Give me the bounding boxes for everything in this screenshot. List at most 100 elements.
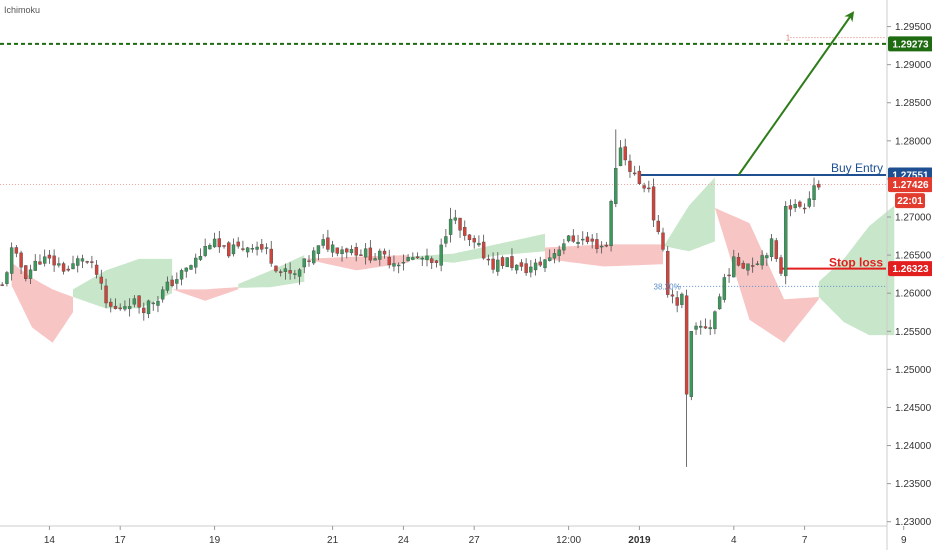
- candle: [24, 265, 28, 282]
- candle-body-down: [481, 241, 486, 259]
- candle-body-up: [784, 206, 788, 277]
- candle-body-down: [345, 248, 349, 253]
- candle: [760, 250, 764, 270]
- candle-body-up: [57, 263, 61, 266]
- candle-body-down: [52, 255, 56, 266]
- candle: [529, 260, 533, 278]
- candle-body-up: [732, 256, 736, 278]
- price-tick-label: 1.23000: [895, 517, 932, 528]
- level-lines: [0, 37, 886, 287]
- candle: [118, 303, 122, 311]
- candle: [505, 257, 509, 268]
- candle: [623, 138, 627, 166]
- candle: [656, 214, 660, 235]
- candle: [38, 254, 42, 265]
- candle-body-down: [222, 245, 226, 247]
- candle-body-up: [28, 269, 33, 279]
- price-tick-label: 1.29000: [895, 60, 932, 71]
- candle-body-up: [614, 167, 618, 204]
- candle-body-down: [430, 258, 434, 263]
- candle-body-down: [472, 238, 476, 243]
- candle: [231, 238, 236, 257]
- candle: [401, 254, 406, 271]
- cloud-segment: [304, 255, 409, 271]
- indicator-name: Ichimoku: [4, 5, 40, 15]
- candle: [269, 240, 273, 267]
- candle-body-up: [194, 257, 198, 268]
- candle-body-up: [439, 244, 443, 266]
- candle: [543, 258, 547, 273]
- fib-1-label: 1: [786, 34, 791, 43]
- candle: [477, 235, 481, 247]
- candle: [666, 246, 670, 298]
- stop-loss-price-label: 1.26323: [892, 264, 929, 275]
- candle: [5, 270, 9, 287]
- candle: [392, 255, 396, 272]
- candle-body-down: [632, 172, 637, 175]
- candle-body-down: [623, 146, 627, 161]
- time-tick-label: 17: [115, 535, 127, 546]
- candle-body-down: [24, 265, 28, 279]
- candle: [533, 258, 538, 276]
- candle: [288, 262, 292, 280]
- candle: [524, 258, 528, 276]
- candle-body-down: [798, 201, 802, 207]
- candle: [675, 291, 679, 313]
- candle: [628, 154, 632, 178]
- candle: [368, 240, 373, 264]
- price-axis[interactable]: 1.295001.290001.285001.280001.275001.270…: [886, 0, 932, 550]
- price-tick-label: 1.28000: [895, 136, 932, 147]
- candle: [66, 265, 70, 272]
- candle: [637, 165, 642, 185]
- candle: [604, 241, 609, 248]
- candle: [774, 237, 778, 262]
- candle: [184, 267, 188, 278]
- candle: [278, 269, 283, 277]
- candle: [203, 238, 207, 258]
- cloud-segment: [11, 262, 74, 343]
- candle-body-up: [71, 263, 75, 270]
- candle: [99, 269, 104, 290]
- cloud-segment: [663, 177, 715, 252]
- candle-body-down: [335, 247, 340, 254]
- candle: [599, 241, 604, 254]
- candle-body-up: [689, 330, 694, 397]
- candle: [19, 250, 23, 275]
- candle: [321, 234, 325, 249]
- candle-body-down: [774, 240, 778, 259]
- candle: [566, 235, 571, 243]
- candle-body-down: [61, 263, 66, 272]
- candle-body-up: [189, 265, 193, 270]
- candle-body-down: [647, 187, 651, 190]
- time-tick-label: 27: [469, 535, 481, 546]
- candle-body-up: [746, 263, 750, 271]
- candle-body-up: [755, 263, 760, 265]
- candle: [458, 217, 462, 238]
- candle: [472, 235, 476, 249]
- candle: [793, 199, 797, 213]
- candle: [802, 203, 807, 214]
- candle-body-up: [581, 238, 585, 241]
- time-axis[interactable]: 14 17 19 21 24 27 12:00 2019 4 7 9: [0, 525, 907, 546]
- candle-body-down: [750, 265, 755, 267]
- candle-body-down: [670, 294, 675, 297]
- candle: [354, 242, 358, 262]
- candle-body-down: [118, 307, 122, 310]
- price-tick-label: 1.28500: [895, 98, 932, 109]
- candle-body-down: [661, 232, 665, 250]
- candle: [359, 249, 363, 256]
- candle: [684, 289, 689, 467]
- candle: [817, 180, 821, 190]
- price-tick-label: 1.26500: [895, 251, 932, 262]
- candle-body-up: [5, 272, 9, 284]
- candle: [670, 289, 675, 304]
- candle: [0, 282, 4, 287]
- cloud-segment: [714, 207, 819, 343]
- cloud-segment: [73, 258, 173, 309]
- candle-body-up: [151, 302, 155, 305]
- candle: [297, 268, 302, 285]
- price-tick-label: 1.24000: [895, 441, 932, 452]
- candle: [170, 275, 174, 288]
